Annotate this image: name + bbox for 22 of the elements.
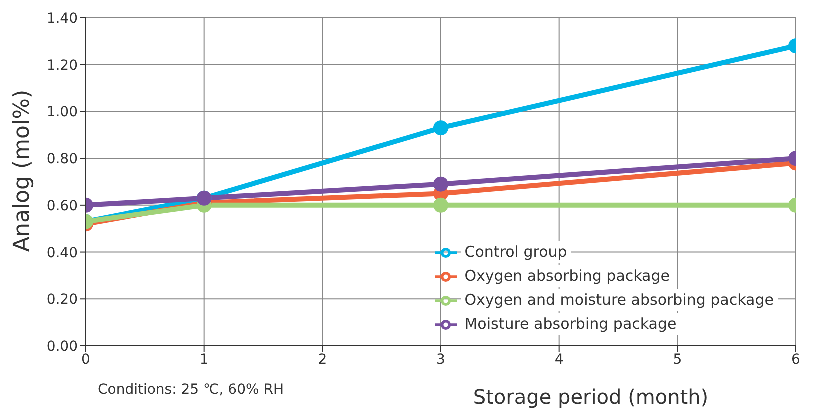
y-axis-title: Analog (mol%) [10, 90, 35, 252]
y-tick-label: 1.00 [46, 104, 78, 121]
text: Conditions: 25 ℃, 60% RH [98, 382, 284, 398]
y-tick-label: 0.20 [46, 292, 78, 308]
x-tick-label: 6 [792, 352, 801, 368]
y-tick-label: 0.00 [46, 338, 78, 355]
legend-label: Moisture absorbing package [460, 313, 681, 335]
x-tick-label: 4 [554, 352, 564, 368]
y-tick-label: 1.20 [46, 58, 78, 74]
x-tick-label: 5 [673, 352, 682, 368]
x-tick-label: 3 [436, 352, 446, 368]
legend-label: Control group [460, 241, 572, 263]
x-axis-title: Storage period (month) [473, 385, 709, 409]
legend-label: Oxygen absorbing package [460, 265, 674, 287]
y-tick-label: 0.40 [46, 245, 78, 262]
x-tick-label: 0 [82, 352, 90, 368]
legend-label: Oxygen and moisture absorbing package [460, 289, 778, 311]
x-tick-label: 2 [318, 352, 328, 368]
y-tick-label: 1.40 [46, 10, 78, 27]
x-tick-label: 1 [200, 352, 209, 368]
y-tick-label: 0.80 [46, 152, 78, 168]
y-tick-label: 0.60 [46, 198, 78, 214]
